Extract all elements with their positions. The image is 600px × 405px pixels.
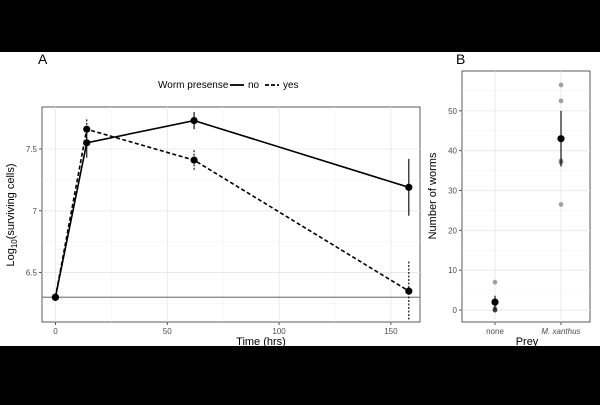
y-tick-label: 20 (448, 226, 457, 235)
raw-point (558, 98, 564, 104)
data-point-no (405, 183, 413, 191)
panel-a-ticks: 0 50 100 150 6.5 7 7.5 (26, 145, 398, 336)
panel-a-plot-border (41, 106, 421, 323)
panel-a-xlabel: Time (hrs) (236, 336, 286, 348)
y-tick-label: 10 (448, 266, 457, 275)
y-tick-label: 50 (448, 107, 457, 116)
y-tick-label: 40 (448, 147, 457, 156)
panel-b-points (491, 82, 565, 313)
x-tick-label: 50 (163, 327, 172, 336)
data-point-yes (51, 293, 60, 301)
legend-label-yes: yes (283, 80, 299, 91)
ylabel-log: Log (5, 248, 17, 266)
raw-point (558, 82, 564, 88)
panel-a-legend: Worm presense no yes (158, 80, 299, 91)
panel-b-label: B (456, 51, 465, 67)
x-tick-label: none (486, 327, 504, 336)
data-point-yes (83, 125, 91, 133)
panel-a-label: A (38, 51, 48, 67)
y-tick-label: 6.5 (26, 269, 38, 278)
panel-a-series (51, 111, 413, 321)
panel-b-ticks: 0 10 20 30 40 50 none M. xanthus (448, 107, 580, 336)
ylabel-subscript: 10 (10, 239, 19, 248)
y-tick-label: 7.5 (26, 145, 38, 154)
mean-point (491, 298, 499, 306)
panel-a-ylabel: Log10(surviving cells) (5, 163, 19, 266)
raw-point (558, 202, 564, 207)
x-tick-label: M. xanthus (541, 327, 580, 336)
x-tick-label: 100 (272, 327, 286, 336)
raw-point (492, 307, 498, 313)
series-line-yes (54, 128, 410, 298)
legend-title: Worm presense (158, 80, 229, 91)
raw-point (492, 307, 498, 313)
data-point-no (190, 116, 198, 125)
panel-b-xlabel: Prey (516, 336, 539, 348)
data-point-yes (190, 156, 198, 164)
data-point-yes (405, 287, 413, 295)
y-tick-label: 30 (448, 187, 457, 196)
x-tick-label: 150 (384, 327, 398, 336)
legend-label-no: no (248, 80, 260, 91)
series-line-no (54, 119, 410, 298)
panel-b-plot-border (461, 70, 591, 323)
y-tick-label: 0 (453, 306, 458, 315)
mean-point (557, 135, 565, 143)
y-tick-label: 7 (33, 207, 38, 216)
panel-b-ylabel: Number of worms (427, 152, 439, 239)
raw-point (492, 307, 498, 313)
x-tick-label: 0 (53, 327, 58, 336)
panel-a-grid (42, 107, 420, 322)
ylabel-rest: (surviving cells) (5, 163, 17, 239)
panel-b-grid (462, 71, 590, 322)
raw-point (492, 279, 498, 285)
